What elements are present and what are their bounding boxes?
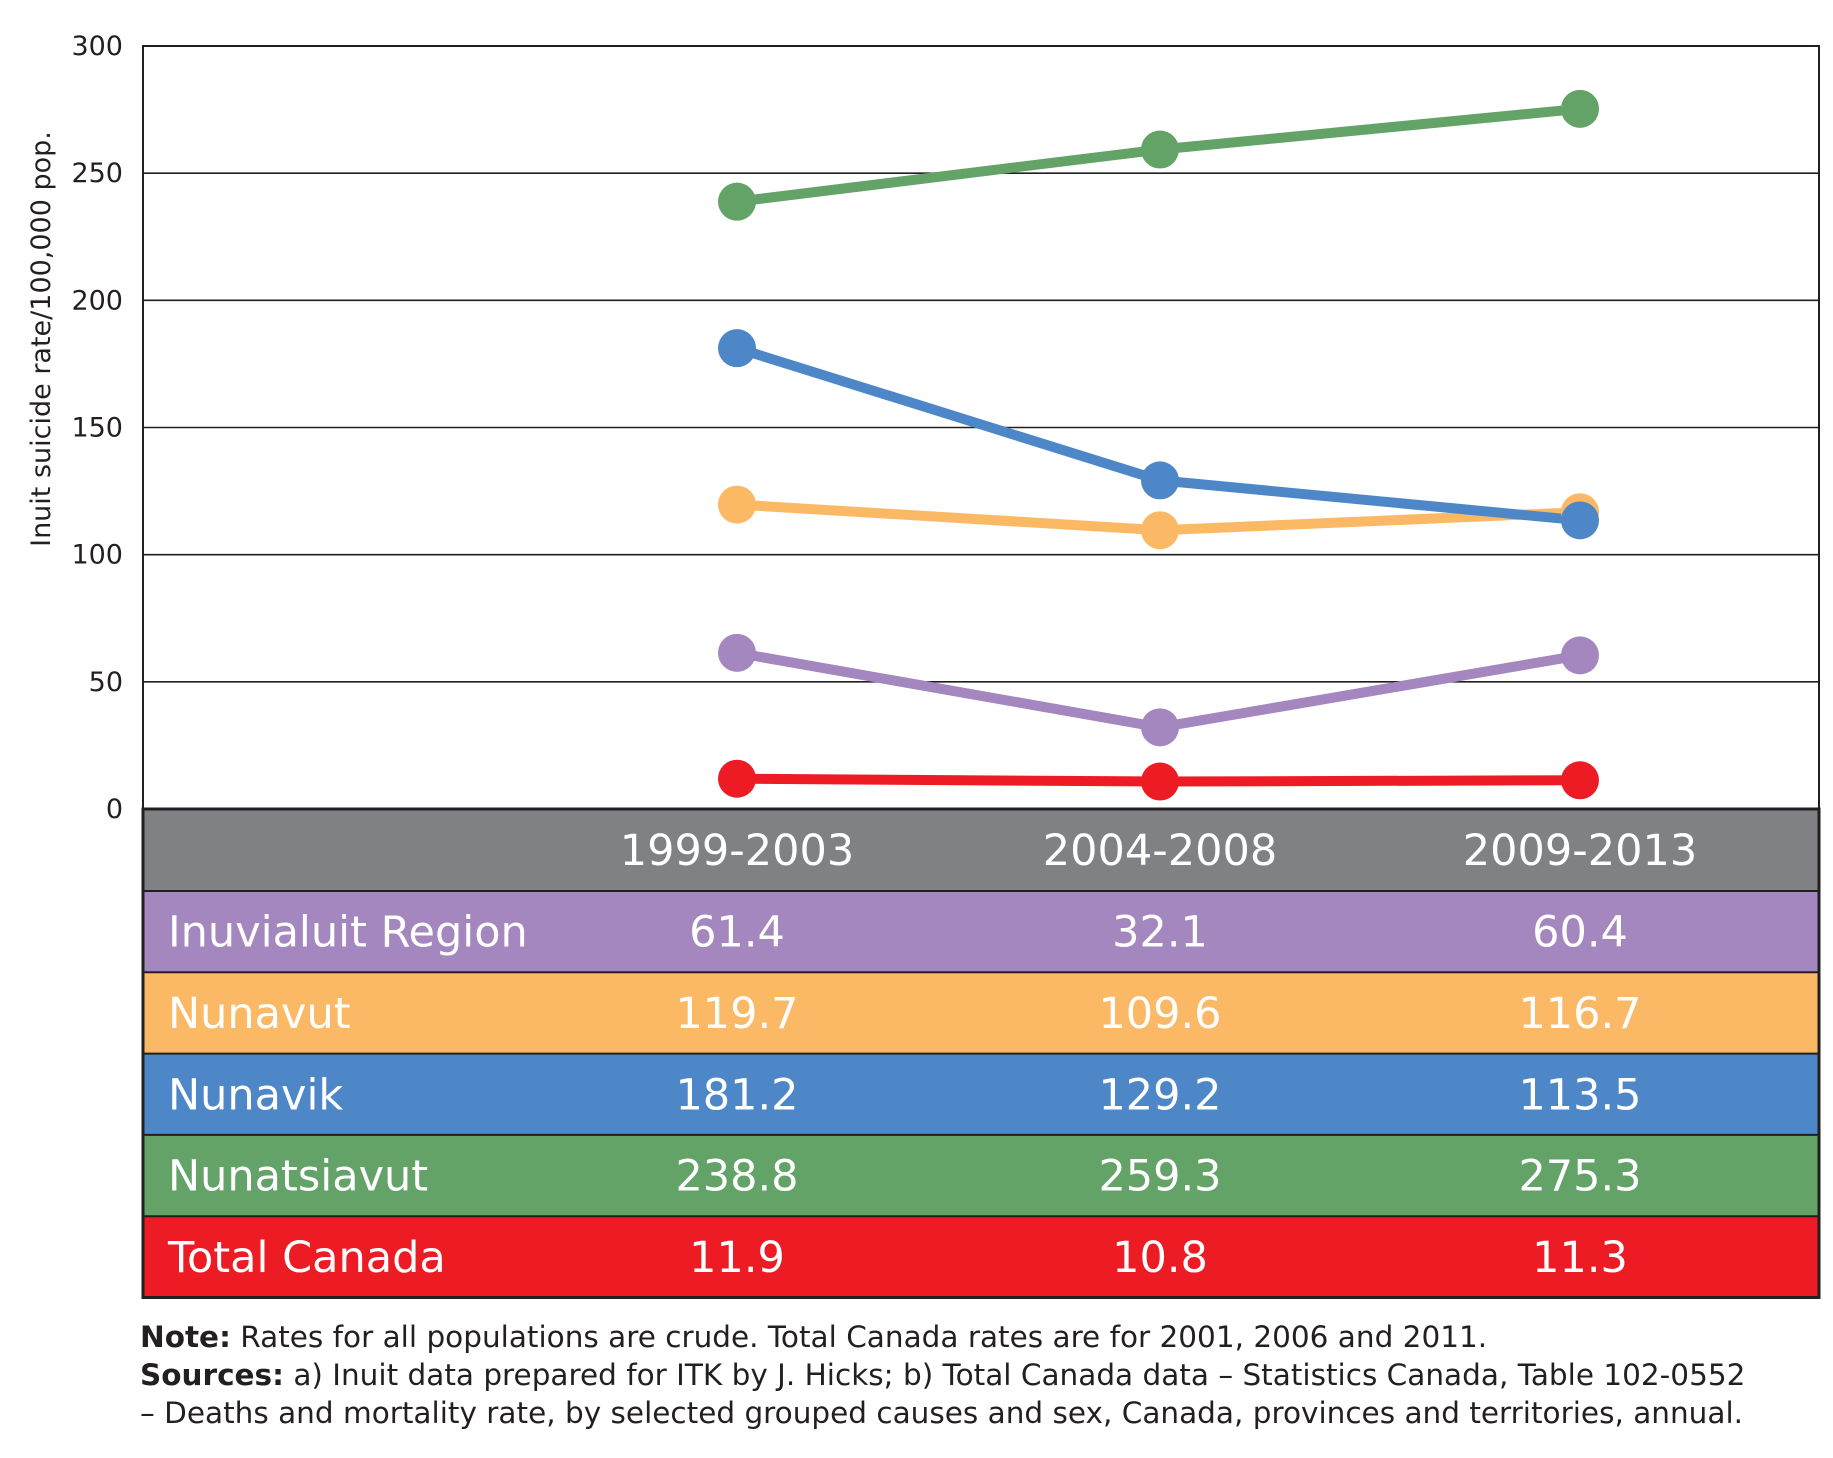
data-label: 238.8 [675, 1152, 798, 1202]
data-point [1561, 761, 1599, 800]
sources-label: Sources: [140, 1358, 284, 1392]
data-label: 32.1 [1112, 908, 1208, 958]
note-line: Note: Rates for all populations are crud… [140, 1318, 1820, 1356]
data-point [1141, 708, 1179, 747]
y-tick-label: 150 [71, 413, 123, 444]
footnotes: Note: Rates for all populations are crud… [140, 1318, 1820, 1432]
data-point [1141, 461, 1179, 500]
legend-entry: Total Canada [167, 1233, 446, 1283]
category-label: 2009-2013 [1463, 826, 1697, 876]
data-label: 129.2 [1098, 1070, 1221, 1120]
data-point [1561, 501, 1599, 540]
plot-frame [142, 45, 1820, 810]
table-row [143, 891, 1819, 973]
note-text: Rates for all populations are crude. Tot… [240, 1320, 1488, 1354]
data-label: 61.4 [689, 908, 785, 958]
data-label: 109.6 [1098, 989, 1221, 1039]
series-points [718, 89, 1599, 801]
y-tick-label: 250 [71, 158, 123, 189]
data-label: 119.7 [675, 989, 798, 1039]
table-row [143, 1053, 1819, 1135]
y-tick-label: 100 [71, 540, 123, 571]
data-label: 10.8 [1112, 1233, 1208, 1283]
data-label: 259.3 [1098, 1152, 1221, 1202]
table-row [143, 1216, 1819, 1298]
data-point [1141, 511, 1179, 550]
table-row [143, 972, 1819, 1054]
data-point [718, 329, 756, 368]
category-label: 1999-2003 [620, 826, 854, 876]
table-header-row [143, 809, 1819, 891]
data-label: 113.5 [1518, 1070, 1641, 1120]
category-label: 2004-2008 [1043, 826, 1277, 876]
data-label: 116.7 [1518, 989, 1641, 1039]
y-tick-label: 300 [71, 31, 123, 62]
legend-entry: Nunavut [168, 989, 351, 1039]
sources-text-2: – Deaths and mortality rate, by selected… [140, 1396, 1744, 1430]
y-axis-ticks: 0 50 100 150 200 250 300 [71, 31, 123, 825]
data-point [718, 182, 756, 221]
y-axis-label: Inuit suicide rate/100,000 pop. [26, 131, 57, 547]
table-row [143, 1134, 1819, 1217]
data-label: 11.3 [1532, 1233, 1628, 1283]
data-label: 275.3 [1518, 1152, 1641, 1202]
y-tick-label: 200 [71, 285, 123, 316]
data-label: 181.2 [675, 1070, 798, 1120]
data-table: 1999-2003 2004-2008 2009-2013 Inuvialuit Re… [141, 807, 1821, 1299]
legend-entry: Nunavik [168, 1070, 343, 1120]
legend-entry: Nunatsiavut [168, 1152, 428, 1202]
data-point [1141, 130, 1179, 169]
sources-line: Sources: a) Inuit data prepared for ITK … [140, 1356, 1820, 1394]
data-point [1561, 89, 1599, 128]
data-label: 60.4 [1532, 908, 1628, 958]
sources-line-2: – Deaths and mortality rate, by selected… [140, 1394, 1820, 1432]
data-label: 11.9 [689, 1233, 785, 1283]
legend-entry: Inuvialuit Region [168, 908, 528, 958]
data-point [718, 485, 756, 524]
data-point [718, 633, 756, 672]
data-point [1141, 762, 1179, 801]
data-point [1561, 636, 1599, 675]
data-point [718, 759, 756, 798]
y-tick-label: 50 [89, 667, 123, 698]
sources-text: a) Inuit data prepared for ITK by J. Hic… [293, 1358, 1746, 1392]
y-tick-label: 0 [106, 794, 123, 825]
note-label: Note: [140, 1320, 231, 1354]
series-lines [732, 103, 1585, 787]
